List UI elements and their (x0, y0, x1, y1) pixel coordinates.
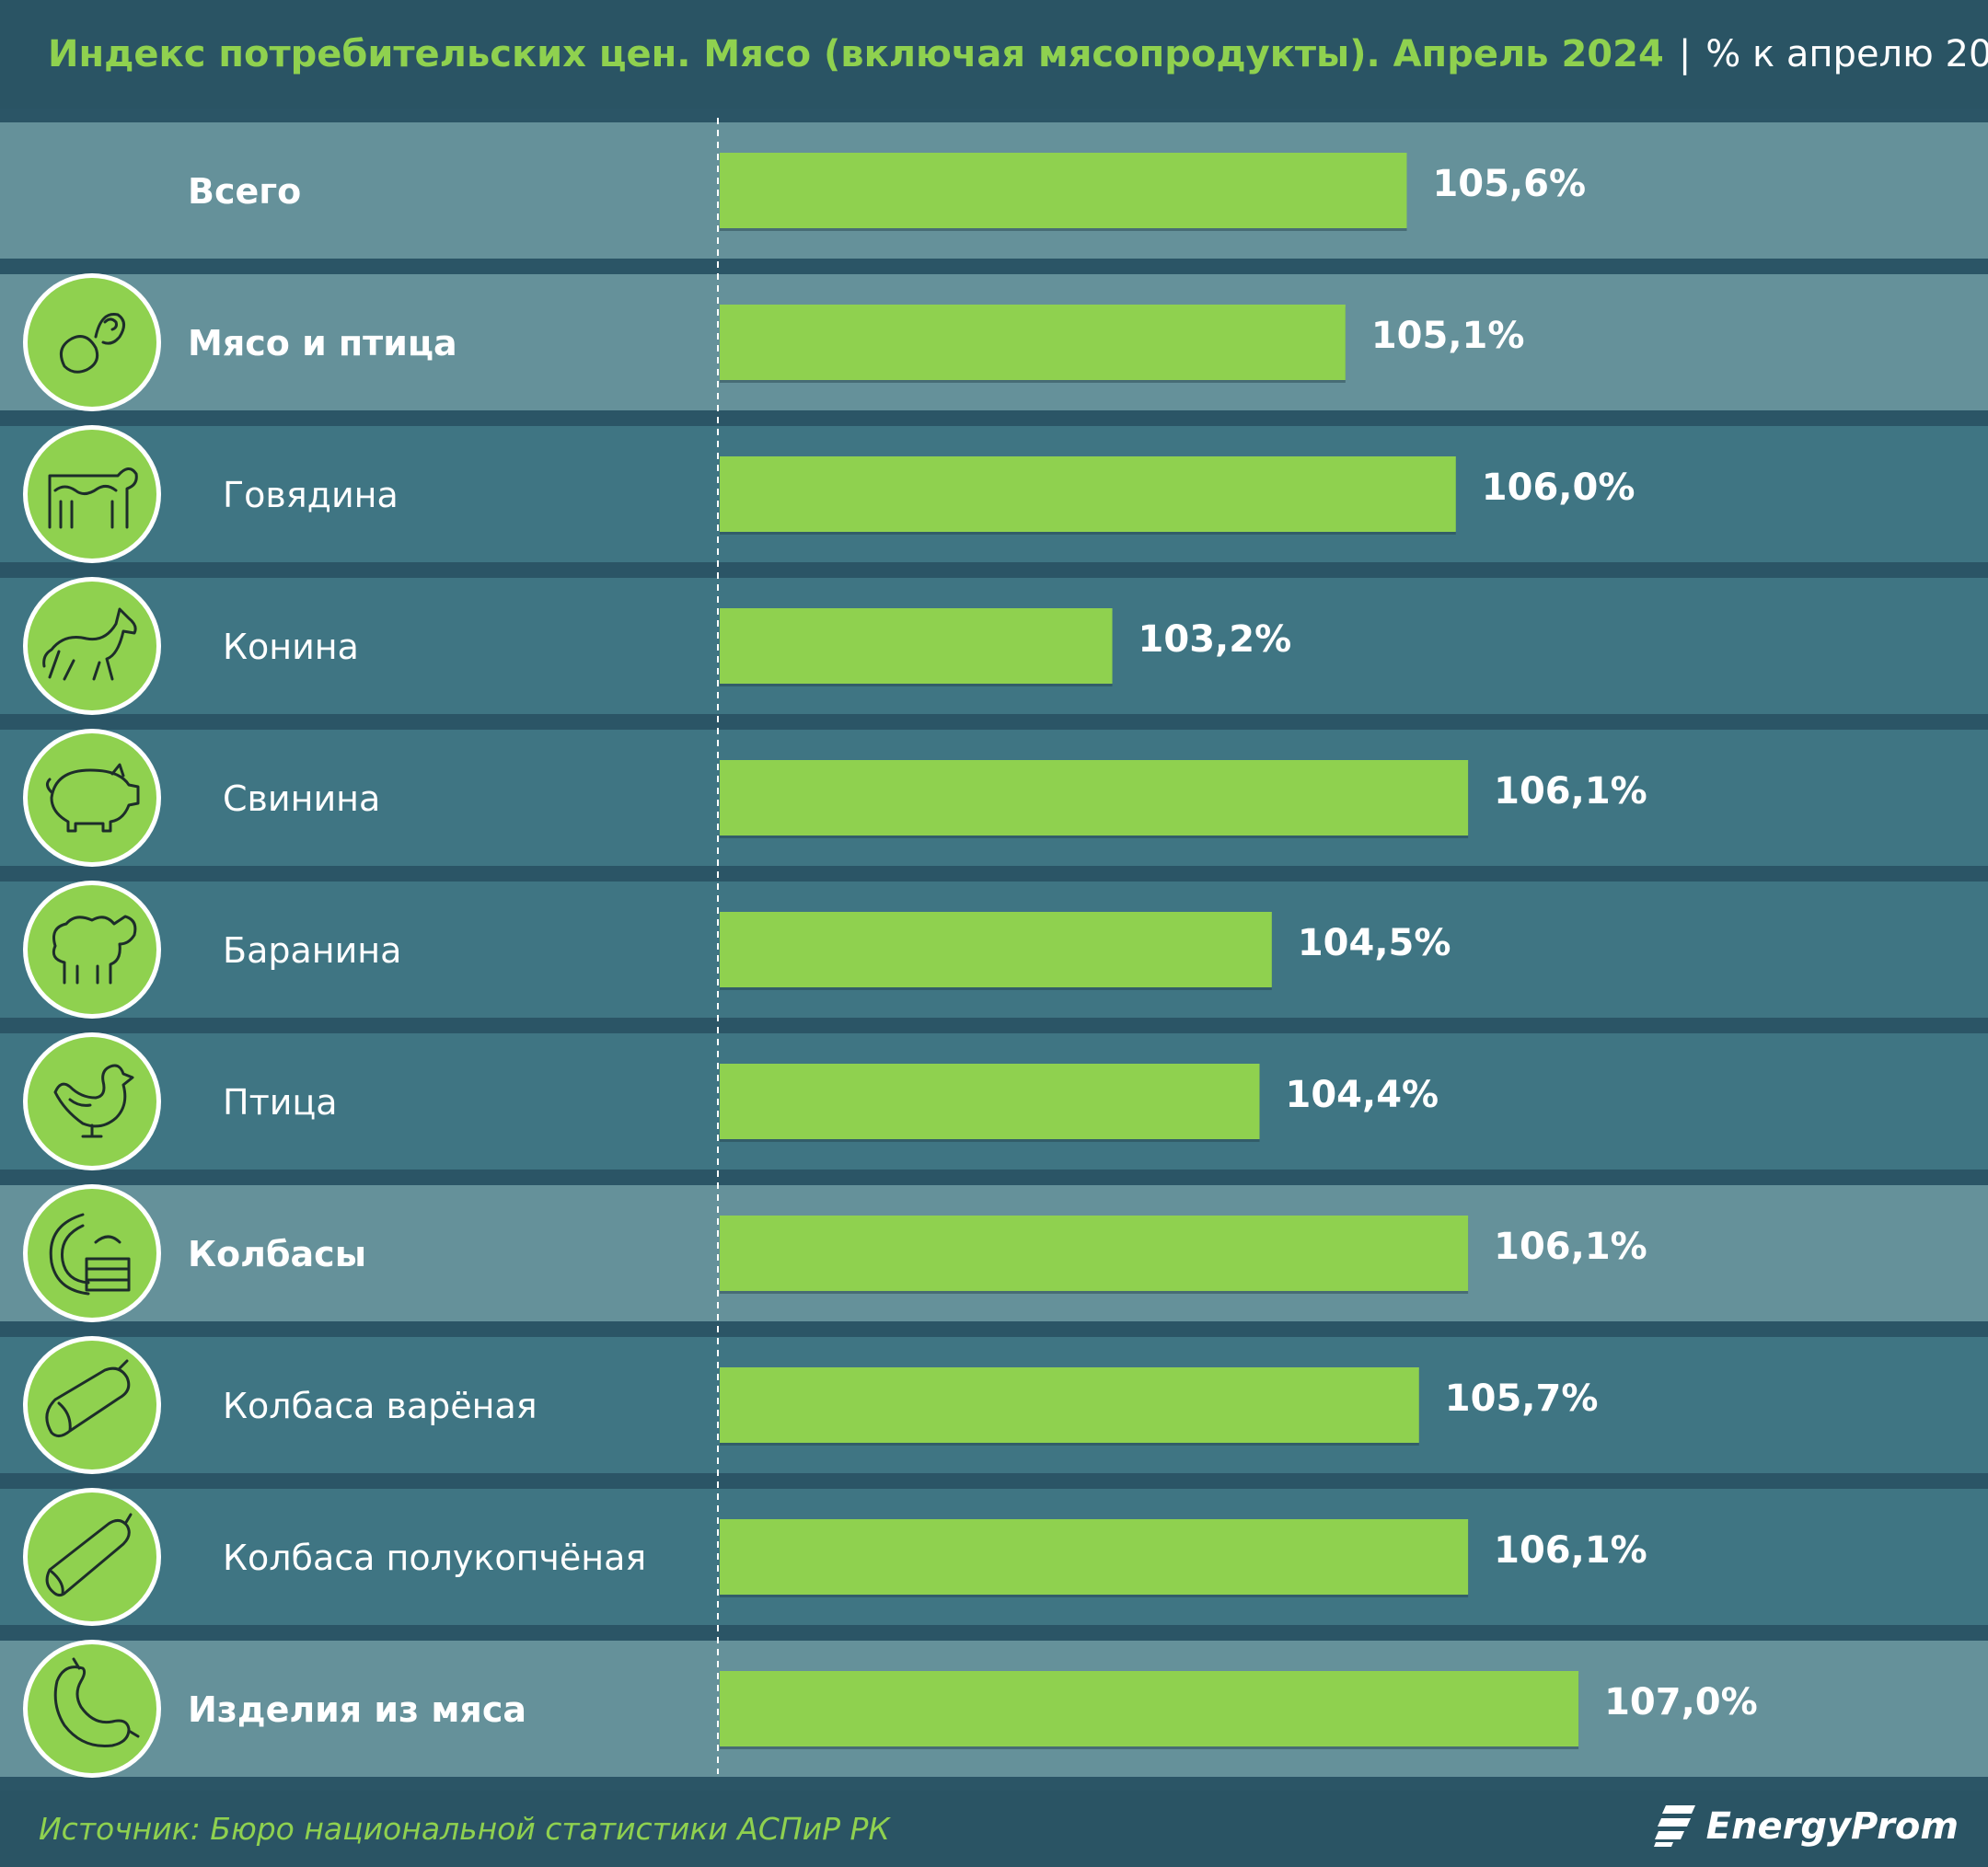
meat-icon (23, 273, 161, 411)
source-note: Источник: Бюро национальной статистики А… (39, 1811, 890, 1847)
sheep-icon (23, 881, 161, 1019)
value-label: 106,0% (1482, 467, 1635, 509)
bar (720, 1671, 1579, 1746)
chart-row: Баранина 104,5% (0, 881, 1988, 1019)
value-label: 104,5% (1298, 922, 1451, 964)
bar (720, 912, 1272, 987)
chart-row: Колбаса варёная 105,7% (0, 1336, 1988, 1474)
category-label: Колбасы (188, 1234, 366, 1274)
chart-row: Птица 104,4% (0, 1032, 1988, 1170)
category-label: Конина (223, 627, 359, 667)
category-label: Изделия из мяса (188, 1689, 526, 1730)
chart-row: Свинина 106,1% (0, 729, 1988, 867)
value-label: 105,6% (1432, 163, 1586, 205)
value-label: 106,1% (1494, 1226, 1647, 1268)
bar (720, 760, 1469, 836)
category-label: Колбаса варёная (223, 1386, 537, 1426)
pig-icon (23, 729, 161, 867)
chart-row: Колбаса полукопчёная 106,1% (0, 1488, 1988, 1626)
chart-header: Индекс потребительских цен. Мясо (включа… (0, 0, 1988, 109)
chart-footer: Источник: Бюро национальной статистики А… (0, 1791, 1988, 1867)
chart-row: Конина 103,2% (0, 577, 1988, 715)
energyprom-logo-icon (1653, 1805, 1695, 1847)
category-label: Мясо и птица (188, 323, 457, 363)
brand-name: EnergyProm (1705, 1805, 1959, 1848)
cow-icon (23, 425, 161, 563)
sausages-icon (23, 1184, 161, 1322)
category-label: Колбаса полукопчёная (223, 1538, 646, 1578)
smoked-sausage-icon (23, 1488, 161, 1626)
bar (720, 456, 1456, 532)
brand-logo: EnergyProm (1653, 1805, 1959, 1848)
value-label: 106,1% (1494, 1529, 1647, 1572)
chart-row: Изделия из мяса 107,0% (0, 1640, 1988, 1778)
meat-products-icon (23, 1640, 161, 1778)
chicken-icon (23, 1032, 161, 1170)
bar (720, 1519, 1469, 1595)
chart-title: Индекс потребительских цен. Мясо (включа… (48, 33, 1664, 75)
category-label: Свинина (223, 778, 380, 819)
category-label: Всего (188, 171, 301, 212)
bar (720, 305, 1346, 380)
bar (720, 1367, 1419, 1443)
value-label: 107,0% (1604, 1681, 1758, 1723)
bar (720, 1216, 1469, 1291)
bar (720, 608, 1113, 684)
title-separator: | (1678, 33, 1692, 75)
boiled-sausage-icon (23, 1336, 161, 1474)
category-label: Птица (223, 1082, 338, 1123)
chart-row: Колбасы 106,1% (0, 1184, 1988, 1322)
value-label: 105,7% (1445, 1377, 1599, 1420)
value-label: 106,1% (1494, 770, 1647, 812)
value-label: 103,2% (1138, 618, 1292, 661)
value-label: 104,4% (1286, 1074, 1439, 1116)
bar (720, 153, 1407, 228)
value-label: 105,1% (1371, 315, 1525, 357)
chart-row: Мясо и птица 105,1% (0, 273, 1988, 411)
bar (720, 1064, 1260, 1139)
chart-row: Всего 105,6% (0, 122, 1988, 259)
horse-icon (23, 577, 161, 715)
chart-row: Говядина 106,0% (0, 425, 1988, 563)
category-label: Баранина (223, 930, 401, 971)
chart-subtitle: % к апрелю 2023 (1705, 33, 1988, 75)
category-label: Говядина (223, 475, 399, 515)
